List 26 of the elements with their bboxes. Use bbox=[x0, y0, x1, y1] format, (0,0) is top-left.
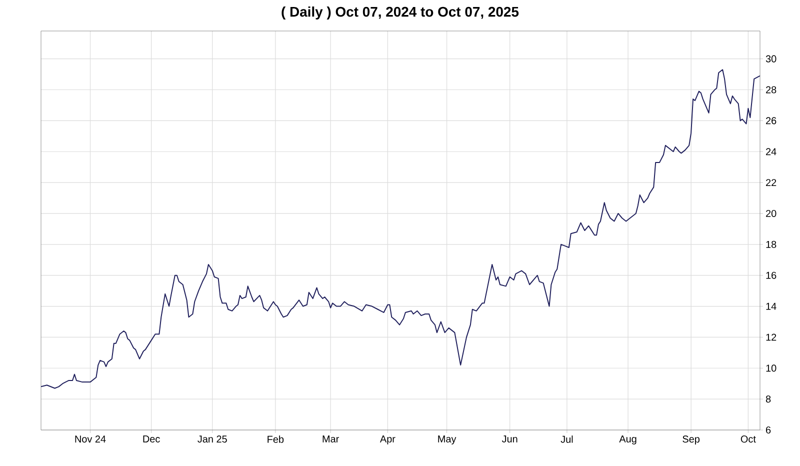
y-tick-label: 16 bbox=[766, 272, 776, 279]
y-tick-label: 26 bbox=[766, 117, 776, 124]
x-tick-label: Jun bbox=[502, 436, 518, 442]
y-tick-label: 28 bbox=[766, 86, 776, 94]
y-tick-label: 14 bbox=[766, 302, 776, 310]
x-tick-label: Sep bbox=[682, 436, 700, 445]
x-tick-label: Jan 25 bbox=[198, 436, 227, 443]
y-tick-label: 20 bbox=[766, 210, 776, 218]
x-tick-label: May bbox=[438, 436, 456, 444]
x-tick-label: Dec bbox=[143, 436, 160, 442]
x-tick-label: Apr bbox=[380, 436, 396, 444]
y-tick-label: 10 bbox=[766, 364, 776, 372]
chart-title: ( Daily ) Oct 07, 2024 to Oct 07, 2025 bbox=[282, 6, 519, 20]
x-tick-label: Feb bbox=[268, 436, 284, 443]
y-tick-label: 8 bbox=[766, 396, 771, 403]
x-tick-label: Jul bbox=[560, 436, 573, 443]
y-tick-label: 24 bbox=[766, 148, 776, 156]
y-tick-label: 22 bbox=[766, 179, 776, 186]
y-tick-label: 12 bbox=[766, 334, 776, 341]
x-tick-label: Oct bbox=[740, 436, 756, 443]
y-tick-label: 30 bbox=[766, 55, 776, 62]
y-tick-label: 18 bbox=[766, 240, 776, 248]
y-tick-label: 6 bbox=[766, 426, 771, 434]
x-tick-label: Mar bbox=[322, 436, 339, 442]
x-tick-label: Nov 24 bbox=[75, 436, 106, 443]
x-tick-label: Aug bbox=[619, 436, 636, 444]
